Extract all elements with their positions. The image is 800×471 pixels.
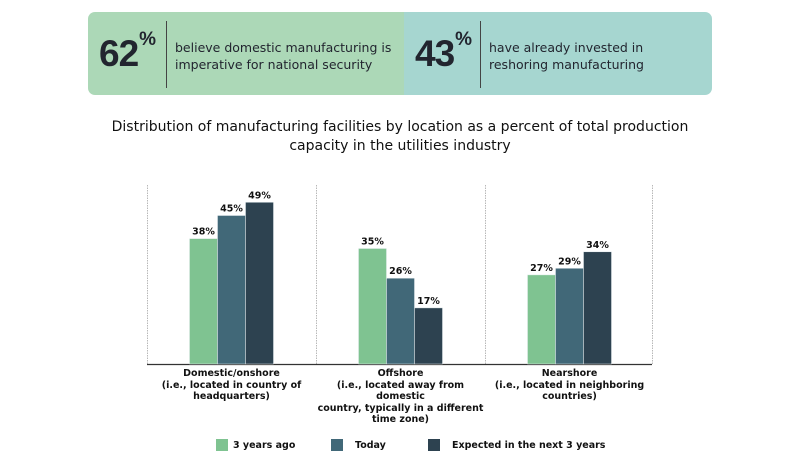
bar-expected-in-the-next-3-years bbox=[245, 202, 274, 365]
stat-description: have already invested in reshoring manuf… bbox=[489, 39, 644, 73]
category-label-line: country, typically in a different bbox=[317, 402, 484, 414]
stat-value: 62% bbox=[99, 29, 156, 75]
data-label: 26% bbox=[389, 266, 412, 277]
chart-title-line: Distribution of manufacturing facilities… bbox=[111, 119, 689, 135]
chart-title: Distribution of manufacturing facilities… bbox=[100, 118, 700, 156]
stat-description-line: believe domestic manufacturing is bbox=[175, 40, 392, 55]
legend-item: Today bbox=[331, 438, 386, 452]
category-label: Nearshore (i.e., located in neighboring co… bbox=[486, 368, 654, 403]
category-label-line: (i.e., located away from domestic bbox=[336, 379, 465, 403]
stat-description-line: imperative for national security bbox=[175, 57, 373, 72]
legend-label: Expected in the next 3 years bbox=[452, 439, 606, 451]
legend-swatch bbox=[216, 439, 228, 451]
category-label-line: (i.e., located in country of bbox=[161, 379, 302, 391]
legend-swatch bbox=[428, 439, 440, 451]
category-label-line: countries) bbox=[542, 391, 597, 402]
stat-divider bbox=[480, 21, 481, 88]
legend-item: Expected in the next 3 years bbox=[428, 438, 605, 452]
legend-item: 3 years ago bbox=[216, 438, 295, 452]
stat-number: 62 bbox=[99, 32, 139, 74]
legend-swatch bbox=[331, 439, 343, 451]
data-label: 17% bbox=[417, 296, 440, 307]
stat-description: believe domestic manufacturing is impera… bbox=[175, 39, 391, 73]
bar-expected-in-the-next-3-years bbox=[414, 307, 443, 365]
bar-expected-in-the-next-3-years bbox=[583, 251, 612, 365]
legend-label: Today bbox=[355, 439, 386, 451]
stat-description-line: have already invested in bbox=[489, 40, 644, 55]
stat-card-reshoring: 43% have already invested in reshoring m… bbox=[404, 12, 712, 95]
bar-3-years-ago bbox=[527, 274, 556, 365]
bar-3-years-ago bbox=[358, 248, 387, 365]
stat-value: 43% bbox=[415, 29, 472, 75]
category-label-line: headquarters) bbox=[193, 391, 270, 402]
stat-number: 43 bbox=[415, 32, 455, 74]
category-label-line: time zone) bbox=[371, 414, 430, 425]
data-label: 35% bbox=[361, 237, 384, 248]
stat-card-domestic-security: 62% believe domestic manufacturing is im… bbox=[88, 12, 404, 95]
data-label: 27% bbox=[530, 263, 553, 274]
stat-unit: % bbox=[455, 28, 472, 50]
category-label-line: Domestic/onshore bbox=[183, 368, 280, 379]
category-label: Offshore (i.e., located away from domesti… bbox=[317, 368, 485, 426]
bar-today bbox=[386, 277, 415, 365]
legend-label: 3 years ago bbox=[233, 439, 296, 451]
stat-divider bbox=[166, 21, 167, 88]
stats-banner: 62% believe domestic manufacturing is im… bbox=[88, 12, 712, 95]
stat-unit: % bbox=[139, 28, 156, 50]
chart-title-line: capacity in the utilities industry bbox=[289, 138, 511, 154]
category-label: Domestic/onshore (i.e., located in countr… bbox=[148, 368, 316, 403]
category-label-line: (i.e., located in neighboring bbox=[494, 379, 645, 391]
data-label: 38% bbox=[192, 227, 215, 238]
bar-3-years-ago bbox=[189, 238, 218, 365]
category-label-line: Offshore bbox=[377, 368, 424, 379]
category-label-line: Nearshore bbox=[541, 368, 598, 379]
data-label: 34% bbox=[586, 240, 609, 251]
bar-today bbox=[217, 215, 246, 365]
data-label: 29% bbox=[558, 256, 581, 267]
bar-today bbox=[555, 268, 584, 365]
data-label: 45% bbox=[220, 204, 243, 215]
stat-description-line: reshoring manufacturing bbox=[489, 57, 644, 72]
data-label: 49% bbox=[248, 190, 271, 201]
